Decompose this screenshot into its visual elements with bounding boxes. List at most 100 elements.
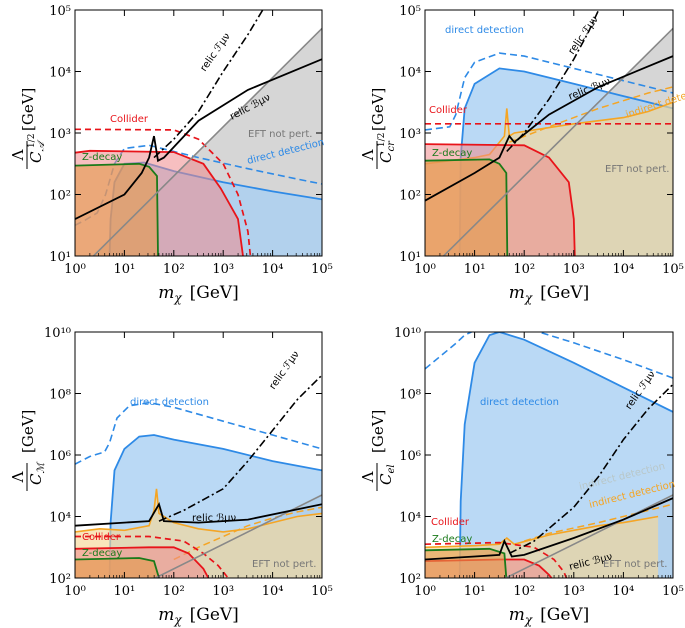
annotation-label: EFT not pert. <box>252 559 316 570</box>
annotation-label: Z-decay <box>82 152 122 163</box>
x-tick-label: 10¹ <box>464 262 486 277</box>
plot-area <box>75 374 322 578</box>
plot-area <box>425 332 673 578</box>
x-axis-label: mχ [GeV] <box>158 283 239 305</box>
relic-b-line <box>75 58 322 220</box>
x-tick-label: 10² <box>163 262 185 277</box>
y-tick-label: 10⁴ <box>49 511 71 526</box>
x-axis-label: mχ [GeV] <box>158 605 239 627</box>
eft-boundary-line <box>153 494 322 578</box>
y-tick-label: 10¹⁰ <box>394 326 421 341</box>
x-axis-label: mχ [GeV] <box>509 605 590 627</box>
annotation-label: Z-decay <box>432 148 472 159</box>
annotation-label: Collider <box>429 105 468 116</box>
y-label-numerator: Λ <box>9 149 27 161</box>
direct-detection-future-line <box>425 332 673 379</box>
relic-f-line <box>508 383 673 555</box>
annotation-label: direct detection <box>480 397 559 408</box>
z-decay-region <box>425 159 508 256</box>
z-decay-line <box>425 547 508 578</box>
annotation-label: Collider <box>82 532 121 543</box>
y-tick-label: 10² <box>49 189 71 204</box>
x-tick-label: 10⁰ <box>414 262 436 277</box>
y-axis-label: Λ Cℳ [GeV] <box>9 410 47 491</box>
annotation-label: Collider <box>431 517 470 528</box>
x-tick-label: 10³ <box>563 584 585 599</box>
y-tick-label: 10¹⁰ <box>44 326 71 341</box>
y-tick-label: 10⁸ <box>399 388 421 403</box>
annotation-label: relic ℬμν <box>192 513 237 524</box>
annotation-label: Z-decay <box>432 534 472 545</box>
x-tick-label: 10⁴ <box>613 584 635 599</box>
y-tick-label: 10² <box>399 572 421 587</box>
x-tick-label: 10³ <box>212 584 234 599</box>
indirect-detection-line <box>75 488 322 533</box>
y-axis-label: Λ Ccr1/2 [GeV] <box>359 88 397 169</box>
relic-b-line <box>425 497 673 561</box>
x-tick-label: 10¹ <box>114 262 136 277</box>
annotation-label: direct detection <box>130 397 209 408</box>
plot-area <box>75 10 322 256</box>
y-tick-label: 10⁴ <box>399 511 421 526</box>
relic-f-line <box>506 10 600 152</box>
y-tick-label: 10⁴ <box>49 66 71 81</box>
x-tick-label: 10⁴ <box>262 262 284 277</box>
collider-future-line <box>425 541 568 578</box>
x-axis-label: mχ [GeV] <box>509 283 590 305</box>
y-tick-label: 10¹ <box>49 250 71 265</box>
x-tick-label: 10⁴ <box>262 584 284 599</box>
direct-detection-line <box>458 332 673 578</box>
eft-boundary-line <box>92 27 322 256</box>
direct-detection-line <box>108 434 322 578</box>
relic-f-line <box>158 374 322 522</box>
relic-b-line <box>75 501 322 527</box>
indirect-detection-future-line <box>173 506 322 561</box>
annotation-label: relic ℱμν <box>566 14 601 57</box>
annotation-label: Collider <box>110 114 149 125</box>
y-tick-label: 10³ <box>399 127 421 142</box>
z-decay-region <box>75 558 159 578</box>
x-tick-label: 10¹ <box>464 584 486 599</box>
z-decay-line <box>75 557 160 578</box>
x-tick-label: 10¹ <box>114 584 136 599</box>
x-tick-label: 10⁰ <box>64 262 86 277</box>
plot-area <box>425 10 673 256</box>
y-tick-label: 10¹ <box>399 250 421 265</box>
direct-detection-future-line <box>75 401 322 465</box>
y-label-unit: [GeV] <box>19 88 37 131</box>
annotation-label: Z-decay <box>82 548 122 559</box>
y-tick-label: 10² <box>399 189 421 204</box>
x-tick-label: 10² <box>513 584 535 599</box>
indirect-detection-future-line <box>509 86 673 143</box>
annotation-label: relic ℱμν <box>267 349 302 392</box>
collider-line <box>75 149 244 256</box>
x-tick-label: 10² <box>513 262 535 277</box>
x-tick-label: 10⁵ <box>662 584 684 599</box>
x-tick-label: 10⁰ <box>414 584 436 599</box>
annotation-label: relic ℱμν <box>198 31 233 74</box>
collider-future-line <box>75 128 252 256</box>
y-label-denominator: Cℳ <box>27 462 47 485</box>
y-tick-label: 10⁵ <box>399 4 421 19</box>
z-decay-line <box>75 162 159 256</box>
z-decay-region <box>75 163 158 256</box>
y-label-denominator: Cel <box>377 464 397 485</box>
x-tick-label: 10³ <box>563 262 585 277</box>
y-label-numerator: Λ <box>359 149 377 161</box>
y-label-unit: [GeV] <box>369 88 387 131</box>
annotation-label: EFT not pert. <box>603 559 667 570</box>
annotation-label: EFT not pert. <box>248 129 312 140</box>
y-label-unit: [GeV] <box>369 410 387 453</box>
x-tick-label: 10⁵ <box>311 584 333 599</box>
y-axis-label: Λ Cel [GeV] <box>359 410 397 491</box>
x-tick-label: 10⁵ <box>662 262 684 277</box>
relic-f-line <box>153 10 264 159</box>
y-tick-label: 10³ <box>49 127 71 142</box>
y-tick-label: 10⁴ <box>399 66 421 81</box>
y-tick-label: 10⁶ <box>399 449 421 464</box>
x-tick-label: 10⁵ <box>311 262 333 277</box>
x-tick-label: 10⁰ <box>64 584 86 599</box>
collider-line <box>75 546 210 578</box>
collider-line <box>425 143 576 256</box>
